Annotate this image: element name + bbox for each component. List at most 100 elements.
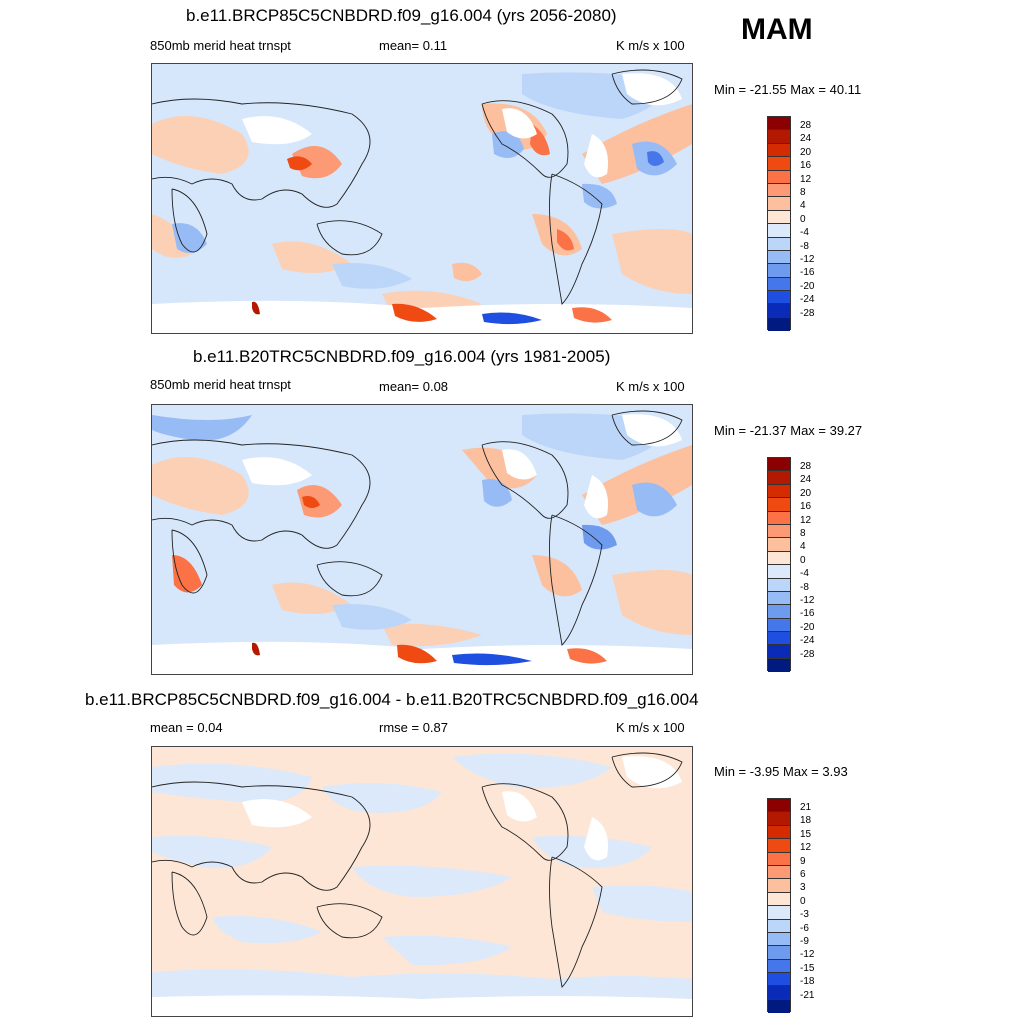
colorbar-swatch	[768, 304, 790, 318]
colorbar-swatch	[768, 658, 790, 673]
colorbar-swatch	[768, 799, 790, 813]
colorbar-label: 16	[800, 501, 812, 513]
colorbar-label: 9	[800, 855, 806, 867]
colorbar-swatch	[768, 986, 790, 1000]
panel2-minmax-label: Min = -21.37 Max = 39.27	[714, 423, 863, 438]
colorbar-label: 6	[800, 868, 806, 880]
colorbar-swatch	[768, 892, 790, 907]
colorbar-label: -9	[800, 935, 809, 947]
colorbar-swatch	[768, 471, 790, 485]
colorbar-label: 28	[800, 460, 812, 472]
colorbar-swatch	[768, 484, 790, 499]
panel1-colorbar	[767, 116, 791, 332]
colorbar-label: 24	[800, 474, 812, 486]
colorbar-label: 0	[800, 895, 806, 907]
colorbar-swatch	[768, 317, 790, 332]
colorbar-swatch	[768, 157, 790, 171]
season-label: MAM	[741, 13, 813, 46]
colorbar-label: 4	[800, 541, 806, 553]
colorbar-swatch	[768, 906, 790, 920]
colorbar-swatch	[768, 170, 790, 184]
colorbar-label: -20	[800, 621, 815, 633]
colorbar-swatch	[768, 277, 790, 292]
colorbar-label: -20	[800, 280, 815, 292]
panel2-mean-label: mean= 0.08	[379, 379, 449, 394]
colorbar-swatch	[768, 511, 790, 525]
colorbar-swatch	[768, 919, 790, 933]
colorbar-label: -4	[800, 227, 809, 239]
colorbar-swatch	[768, 946, 790, 960]
colorbar-swatch	[768, 143, 790, 158]
colorbar-label: 12	[800, 173, 812, 185]
colorbar-label: -16	[800, 608, 815, 620]
colorbar-label: -6	[800, 922, 809, 934]
panel1-map	[151, 63, 693, 334]
colorbar-label: 28	[800, 119, 812, 131]
colorbar-swatch	[768, 591, 790, 606]
colorbar-label: -28	[800, 648, 815, 660]
colorbar-label: -16	[800, 267, 815, 279]
colorbar-swatch	[768, 224, 790, 238]
colorbar-label: 0	[800, 213, 806, 225]
colorbar-label: 20	[800, 146, 812, 158]
colorbar-label: 15	[800, 828, 812, 840]
colorbar-label: 16	[800, 160, 812, 172]
colorbar-swatch	[768, 538, 790, 552]
colorbar-label: 4	[800, 200, 806, 212]
colorbar-swatch	[768, 959, 790, 974]
colorbar-label: 0	[800, 554, 806, 566]
colorbar-swatch	[768, 130, 790, 144]
colorbar-swatch	[768, 458, 790, 472]
panel1-mean-label: mean= 0.11	[379, 38, 448, 53]
colorbar-label: 12	[800, 514, 812, 526]
colorbar-swatch	[768, 632, 790, 646]
colorbar-swatch	[768, 524, 790, 539]
colorbar-swatch	[768, 812, 790, 826]
colorbar-label: -12	[800, 949, 815, 961]
colorbar-swatch	[768, 250, 790, 265]
colorbar-swatch	[768, 210, 790, 225]
panel1-title: b.e11.BRCP85C5CNBDRD.f09_g16.004 (yrs 20…	[186, 6, 617, 25]
colorbar-swatch	[768, 825, 790, 840]
panel2-variable-label: 850mb merid heat trnspt	[150, 377, 291, 392]
colorbar-swatch	[768, 973, 790, 987]
colorbar-label: 21	[800, 801, 812, 813]
panel3-map	[151, 746, 693, 1017]
colorbar-label: 3	[800, 882, 806, 894]
colorbar-label: 8	[800, 527, 806, 539]
colorbar-swatch	[768, 291, 790, 305]
colorbar-swatch	[768, 565, 790, 579]
panel3-mean-label: mean = 0.04	[150, 720, 223, 735]
colorbar-swatch	[768, 264, 790, 278]
panel3-colorbar	[767, 798, 791, 1014]
colorbar-label: 20	[800, 487, 812, 499]
colorbar-label: -24	[800, 294, 815, 306]
colorbar-label: -24	[800, 635, 815, 647]
colorbar-swatch	[768, 852, 790, 866]
colorbar-label: -15	[800, 962, 815, 974]
colorbar-label: -12	[800, 594, 815, 606]
colorbar-label: -8	[800, 581, 809, 593]
colorbar-swatch	[768, 645, 790, 659]
colorbar-swatch	[768, 618, 790, 633]
colorbar-label: -8	[800, 240, 809, 252]
colorbar-swatch	[768, 498, 790, 512]
panel1-variable-label: 850mb merid heat trnspt	[150, 38, 291, 53]
colorbar-label: 8	[800, 186, 806, 198]
colorbar-swatch	[768, 237, 790, 251]
colorbar-swatch	[768, 197, 790, 211]
panel2-map	[151, 404, 693, 675]
panel3-title: b.e11.BRCP85C5CNBDRD.f09_g16.004 - b.e11…	[85, 690, 699, 709]
panel3-minmax-label: Min = -3.95 Max = 3.93	[714, 764, 848, 779]
panel3-rmse-label: rmse = 0.87	[379, 720, 449, 735]
colorbar-label: -3	[800, 909, 809, 921]
colorbar-swatch	[768, 551, 790, 566]
colorbar-label: 24	[800, 133, 812, 145]
colorbar-swatch	[768, 865, 790, 880]
colorbar-label: -4	[800, 568, 809, 580]
colorbar-swatch	[768, 183, 790, 198]
colorbar-swatch	[768, 932, 790, 947]
panel1-units-label: K m/s x 100	[616, 38, 685, 53]
colorbar-swatch	[768, 999, 790, 1014]
colorbar-swatch	[768, 839, 790, 853]
